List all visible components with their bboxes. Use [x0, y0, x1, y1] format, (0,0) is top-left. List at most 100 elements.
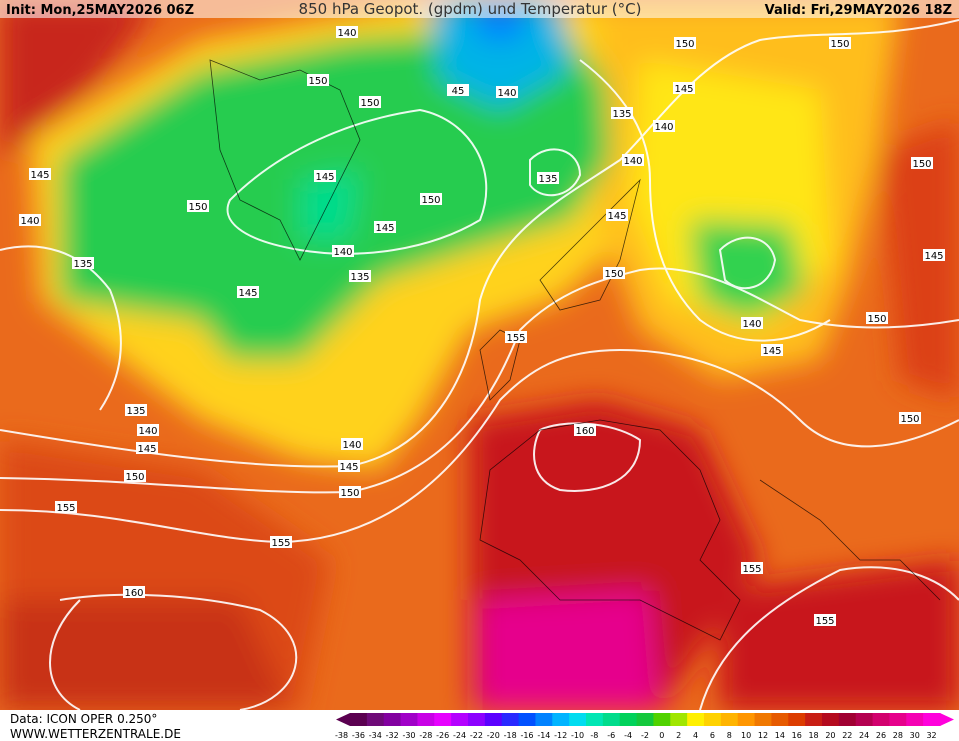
- label-box: [125, 404, 147, 416]
- scale-label: -34: [369, 731, 382, 740]
- scale-swatch: [451, 713, 469, 726]
- contour-label: 140: [333, 247, 352, 258]
- temperature-field: [0, 0, 959, 710]
- scale-swatch: [535, 713, 553, 726]
- scale-label: -30: [402, 731, 415, 740]
- label-box: [339, 486, 361, 498]
- label-box: [923, 249, 945, 261]
- scale-swatch: [872, 713, 890, 726]
- label-box: [674, 37, 696, 49]
- label-box: [237, 286, 259, 298]
- label-box: [187, 200, 209, 212]
- contour-labels: 140 150 150 45 140 150 150 145 135 140 140 135 150 14…: [19, 26, 945, 627]
- label-box: [137, 424, 159, 436]
- scale-swatch: [518, 713, 536, 726]
- scale-swatch: [720, 713, 739, 726]
- label-box: [741, 562, 763, 574]
- scale-swatch: [670, 713, 688, 726]
- coastlines: [209, 59, 941, 641]
- scale-label: 22: [842, 731, 852, 740]
- scale-swatch: [417, 713, 435, 726]
- label-box: [622, 154, 644, 166]
- scale-label: -6: [607, 731, 615, 740]
- scale-label: -28: [419, 731, 432, 740]
- label-box: [374, 221, 396, 233]
- contours: [0, 19, 959, 711]
- scale-swatch: [468, 713, 486, 726]
- contour-label: 145: [924, 251, 943, 262]
- contour-label: 135: [350, 272, 369, 283]
- scale-label: 18: [808, 731, 818, 740]
- scale-label: -22: [470, 731, 483, 740]
- label-box: [653, 120, 675, 132]
- label-box: [420, 193, 442, 205]
- label-box: [899, 412, 921, 424]
- label-box: [911, 157, 933, 169]
- contour-label: 155: [271, 538, 290, 549]
- scale-swatch: [855, 713, 874, 726]
- label-box: [336, 26, 358, 38]
- contour-label: 155: [56, 503, 75, 514]
- label-box: [611, 107, 633, 119]
- scale-arrow-left: [336, 713, 350, 726]
- contour-label: 145: [30, 170, 49, 181]
- label-box: [359, 96, 381, 108]
- scale-label: -14: [537, 731, 550, 740]
- scale-label: 24: [859, 731, 869, 740]
- contour-label: 150: [308, 76, 327, 87]
- scale-swatch: [636, 713, 654, 726]
- scale-label: 28: [893, 731, 903, 740]
- contour-label: 160: [124, 588, 143, 599]
- contour-label: 150: [900, 414, 919, 425]
- contour-label: 155: [815, 616, 834, 627]
- scale-label: 8: [727, 731, 732, 740]
- contour-label: 150: [360, 98, 379, 109]
- label-box: [574, 424, 596, 436]
- scale-swatch: [704, 713, 722, 726]
- contour-label: 135: [73, 259, 92, 270]
- scale-label: -38: [335, 731, 348, 740]
- contour-label: 140: [337, 28, 356, 39]
- scale-label: 16: [792, 731, 802, 740]
- contour-label: 135: [538, 174, 557, 185]
- contour-label: 145: [137, 444, 156, 455]
- contour-label: 140: [342, 440, 361, 451]
- scale-label: -4: [624, 731, 632, 740]
- scale-label: -8: [590, 731, 598, 740]
- scale-swatch: [366, 713, 385, 726]
- contour-label: 145: [375, 223, 394, 234]
- scale-swatch: [434, 713, 452, 726]
- scale-swatch: [754, 713, 772, 726]
- contour-label: 150: [830, 39, 849, 50]
- scale-swatch: [653, 713, 671, 726]
- scale-swatch: [350, 713, 368, 726]
- label-box: [55, 501, 77, 513]
- contour-label: 145: [339, 462, 358, 473]
- label-box: [136, 442, 158, 454]
- init-time: Init: Mon,25MAY2026 06Z: [6, 3, 194, 18]
- scale-label: -24: [453, 731, 466, 740]
- contour-label: 150: [188, 202, 207, 213]
- label-box: [866, 312, 888, 324]
- contour-label: 150: [340, 488, 359, 499]
- contour-label: 140: [654, 122, 673, 133]
- scale-label: -12: [554, 731, 567, 740]
- contour-label: 150: [912, 159, 931, 170]
- scale-swatch: [822, 713, 840, 726]
- contour-label: 45: [452, 86, 465, 97]
- label-box: [72, 257, 94, 269]
- scale-label: -16: [520, 731, 533, 740]
- scale-label: -26: [436, 731, 449, 740]
- label-box: [606, 209, 628, 221]
- label-box: [349, 270, 371, 282]
- label-box: [332, 245, 354, 257]
- label-box: [124, 470, 146, 482]
- scale-swatch: [889, 713, 907, 726]
- scale-label: 6: [710, 731, 715, 740]
- contour-label: 145: [762, 346, 781, 357]
- label-box: [314, 170, 336, 182]
- scale-swatch: [569, 713, 587, 726]
- contour-label: 155: [506, 333, 525, 344]
- valid-time: Valid: Fri,29MAY2026 18Z: [765, 3, 952, 18]
- contour-label: 140: [742, 319, 761, 330]
